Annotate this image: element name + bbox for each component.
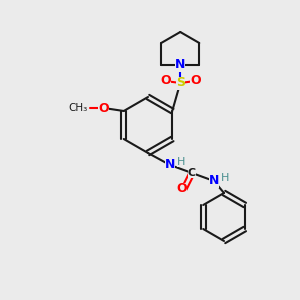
Text: O: O bbox=[98, 101, 109, 115]
Text: O: O bbox=[190, 74, 201, 88]
Text: H: H bbox=[221, 173, 230, 183]
Text: N: N bbox=[165, 158, 175, 172]
Text: CH₃: CH₃ bbox=[68, 103, 88, 113]
Text: S: S bbox=[176, 76, 185, 89]
Text: H: H bbox=[177, 157, 185, 167]
Text: N: N bbox=[209, 175, 219, 188]
Text: O: O bbox=[177, 182, 187, 196]
Text: N: N bbox=[175, 58, 185, 71]
Text: O: O bbox=[160, 74, 171, 88]
Text: C: C bbox=[188, 168, 196, 178]
